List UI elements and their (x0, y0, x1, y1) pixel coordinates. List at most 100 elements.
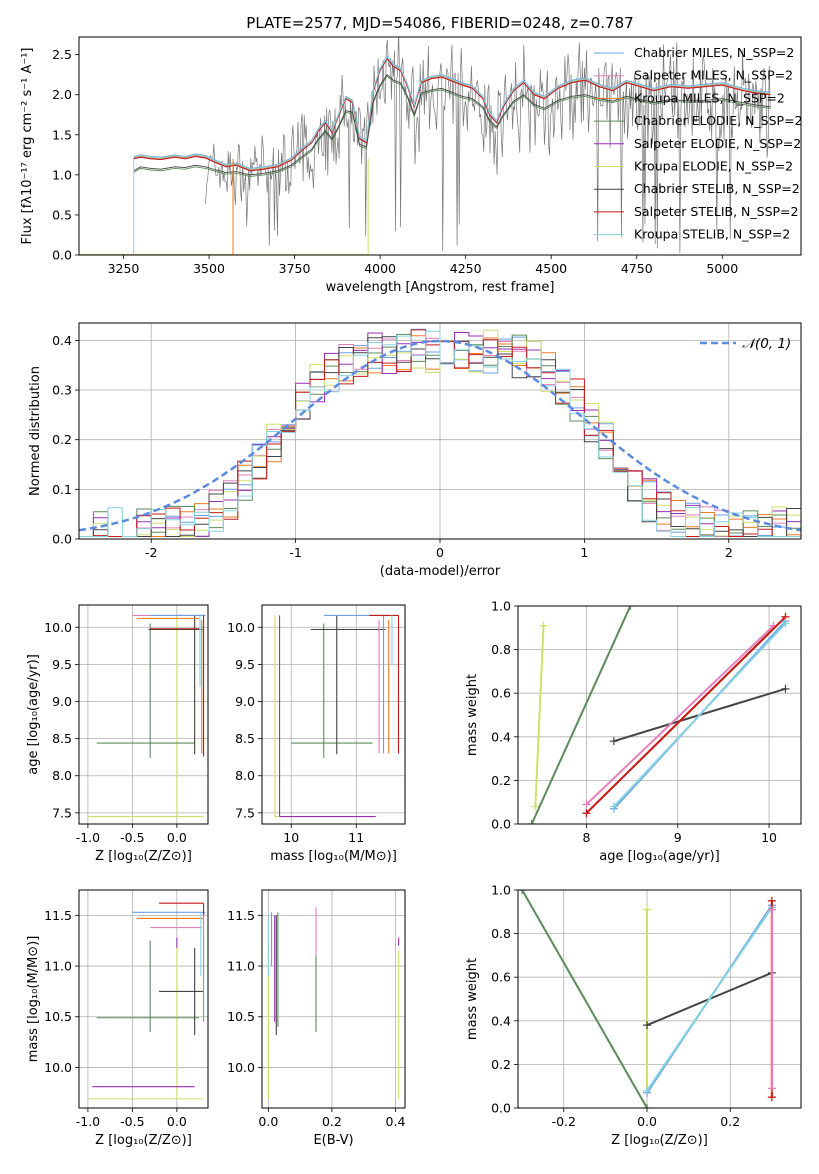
x-tick-label: 0 (436, 545, 444, 560)
weight-line (530, 606, 632, 824)
axes-frame (78, 889, 209, 1109)
x-tick-label: 3500 (193, 261, 225, 276)
y-tick-label: 2.5 (52, 47, 72, 62)
point-marker (539, 621, 548, 630)
axes-frame (78, 322, 802, 540)
y-tick-label: 11.0 (227, 959, 255, 974)
y-tick-label: 8.5 (52, 731, 72, 746)
axes-frame (78, 36, 802, 256)
legend-label: Kroupa ELODIE, N_SSP=2 (634, 159, 793, 174)
x-tick-label: 4750 (621, 261, 653, 276)
observed-spectrum (205, 37, 771, 254)
y-tick-label: 11.5 (227, 908, 255, 923)
y-tick-label: 0.6 (491, 970, 511, 985)
y-tick-label: 1.0 (491, 599, 511, 614)
legend-label: Chabrier ELODIE, N_SSP=2 (634, 113, 803, 128)
y-tick-label: 0.4 (491, 729, 511, 744)
x-axis-label: mass [log₁₀(M/M⊙)] (270, 849, 397, 864)
model-line (133, 75, 771, 177)
errorbars (274, 614, 400, 818)
y-axis-label: mass weight (465, 674, 480, 756)
weight-line (585, 624, 775, 806)
x-tick-label: 0.0 (637, 1114, 657, 1129)
point-marker (582, 809, 591, 818)
plot-area (79, 328, 801, 539)
panel-weight-vs-Z: -0.2 0.0 0.2 0.0 0.2 0.4 0.6 0.8 1.0 Z [log₁₀(Z/Z… (465, 883, 802, 1148)
y-tick-label: 10.0 (44, 1060, 72, 1075)
model-line (133, 56, 771, 170)
y-tick-label: 0.0 (491, 817, 511, 832)
legend-label: 𝒩(0, 1) (742, 336, 791, 352)
panel-mass-vs-Z: -1.0 -0.5 0.0 10.0 10.5 11.0 11.5 Z [log₁₀(Z/Z⊙… (26, 889, 209, 1148)
y-tick-label: 0.3 (52, 383, 72, 398)
weight-lines (518, 890, 776, 1108)
x-tick-label: 0.4 (386, 1114, 406, 1129)
point-marker (781, 684, 790, 693)
y-tick-label: 0.2 (52, 432, 72, 447)
y-tick-label: 0.6 (491, 686, 511, 701)
legend-label: Salpeter STELIB, N_SSP=2 (634, 204, 798, 219)
x-tick-label: -0.2 (552, 1114, 576, 1129)
y-tick-label: 10.0 (227, 620, 255, 635)
y-tick-label: 9.5 (235, 657, 255, 672)
y-tick-label: 0.4 (52, 333, 72, 348)
y-axis-label: Flux [fλ10⁻¹⁷ erg cm⁻² s⁻¹ A⁻¹] (20, 48, 35, 245)
axes-frame (261, 889, 406, 1109)
legend-label: Kroupa STELIB, N_SSP=2 (634, 227, 790, 242)
chart-title: PLATE=2577, MJD=54086, FIBERID=0248, z=0… (246, 14, 633, 32)
x-axis-label: Z [log₁₀(Z/Z⊙)] (95, 1133, 192, 1148)
point-marker (609, 737, 618, 746)
y-tick-label: 0.0 (52, 248, 72, 263)
axes-frame (517, 605, 802, 825)
legend-label: Kroupa MILES, N_SSP=2 (634, 90, 785, 105)
y-tick-label: 10.0 (44, 620, 72, 635)
x-tick-label: 0.0 (167, 830, 187, 845)
y-tick-label: 11.5 (44, 908, 72, 923)
legend-label: Salpeter MILES, N_SSP=2 (634, 68, 793, 83)
y-tick-label: 1.5 (52, 127, 72, 142)
panel-mass-vs-EBV: 0.0 0.2 0.4 10.0 10.5 11.0 11.5 E(B-V) (227, 889, 406, 1148)
y-tick-label: 10.5 (44, 1009, 72, 1024)
y-tick-label: 0.2 (491, 1057, 511, 1072)
panel-residuals: -2 -1 0 1 2 0.0 0.1 0.2 0.3 0.4 (data-model)/error… (28, 322, 802, 579)
y-tick-label: 7.5 (52, 805, 72, 820)
x-tick-label: 1 (580, 545, 588, 560)
x-tick-label: 4250 (450, 261, 482, 276)
y-tick-label: 0.8 (491, 642, 511, 657)
legend-label: Salpeter ELODIE, N_SSP=2 (634, 136, 801, 151)
point-marker (767, 896, 776, 905)
y-tick-label: 0.8 (491, 926, 511, 941)
y-tick-label: 0.0 (52, 532, 72, 547)
y-tick-label: 0.4 (491, 1013, 511, 1028)
x-axis-label: (data-model)/error (380, 564, 501, 579)
axes-frame (78, 604, 209, 825)
x-tick-label: -0.5 (120, 830, 144, 845)
weight-line (534, 625, 545, 807)
x-tick-label: 3250 (108, 261, 140, 276)
model-line (133, 57, 771, 172)
x-tick-label: 3750 (279, 261, 311, 276)
y-tick-label: 9.5 (52, 657, 72, 672)
y-axis-label: mass weight (465, 958, 480, 1040)
histograms (79, 328, 801, 539)
x-axis-label: age [log₁₀(age/yr)] (599, 849, 720, 864)
x-axis-label: Z [log₁₀(Z/Z⊙)] (611, 1133, 708, 1148)
x-tick-label: 4000 (364, 261, 396, 276)
legend-label: Chabrier STELIB, N_SSP=2 (634, 181, 800, 196)
weight-line (613, 622, 787, 808)
y-tick-label: 0.5 (52, 207, 72, 222)
axes-frame (517, 889, 802, 1109)
y-tick-label: 0.1 (52, 482, 72, 497)
x-axis-label: wavelength [Angstrom, rest frame] (326, 280, 555, 295)
legend-label: Chabrier MILES, N_SSP=2 (634, 45, 794, 60)
weight-line (585, 616, 787, 814)
y-tick-label: 9.0 (235, 694, 255, 709)
x-tick-label: 9 (674, 830, 682, 845)
x-tick-label: -1.0 (76, 830, 100, 845)
y-tick-label: 11.0 (44, 959, 72, 974)
y-axis-label: mass [log₁₀(M/M⊙)] (26, 936, 41, 1063)
y-tick-label: 1.0 (491, 883, 511, 898)
panel-age-vs-Z: -1.0 -0.5 0.0 7.5 8.0 8.5 9.0 9.5 10.0 Z [log₁₀(Z… (26, 604, 209, 864)
y-tick-label: 10.0 (227, 1060, 255, 1075)
